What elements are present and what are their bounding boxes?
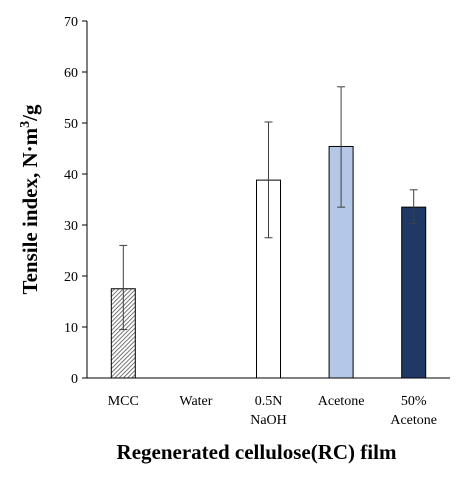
- category-label: NaOH: [250, 413, 287, 428]
- y-tick-label: 20: [64, 270, 78, 285]
- bar-4: [401, 206, 427, 379]
- bar-2: [256, 179, 281, 379]
- category-label: 0.5N: [255, 394, 283, 409]
- y-tick-label: 0: [71, 372, 78, 387]
- x-axis-title: Regenerated cellulose(RC) film: [117, 440, 397, 464]
- category-label: MCC: [108, 394, 139, 409]
- y-tick-label: 70: [64, 15, 78, 30]
- y-axis-title-tail: /g: [18, 104, 42, 122]
- y-tick-label: 30: [64, 219, 78, 234]
- y-tick-label: 10: [64, 321, 78, 336]
- y-axis-title-main: Tensile index, N·m: [18, 127, 42, 294]
- y-axis-title: Tensile index, N·m3/g: [18, 104, 42, 295]
- y-tick-label: 40: [64, 168, 78, 183]
- y-tick-label: 50: [64, 117, 78, 132]
- y-axis-title-superscript: 3: [18, 121, 33, 128]
- category-label: Acetone: [390, 413, 437, 428]
- category-label: 50%: [401, 394, 427, 409]
- y-tick-label: 60: [64, 66, 78, 81]
- bar-3: [328, 145, 354, 379]
- category-label: Acetone: [318, 394, 365, 409]
- category-label: Water: [179, 394, 212, 409]
